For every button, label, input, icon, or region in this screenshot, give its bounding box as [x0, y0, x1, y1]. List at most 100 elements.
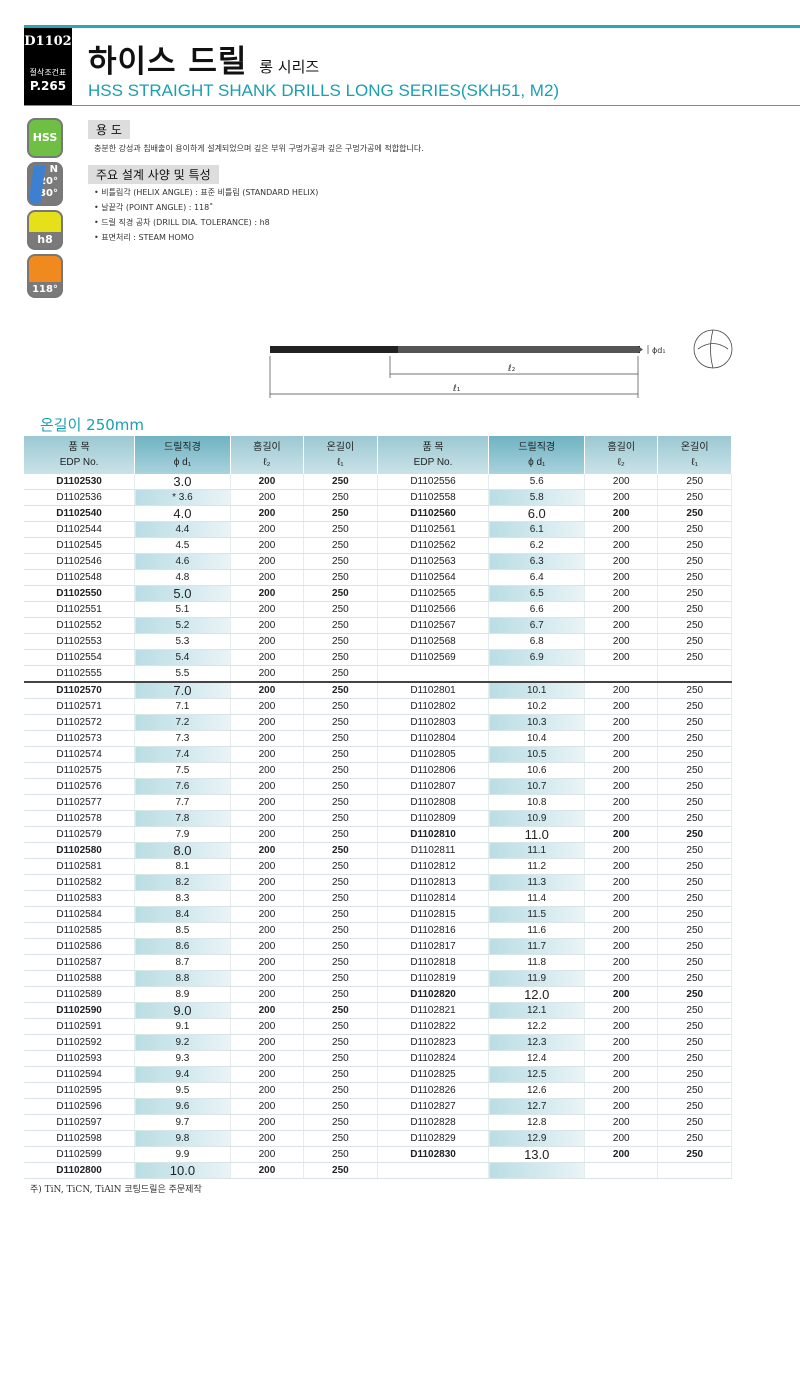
cell-edp-no: D1102819	[376, 970, 490, 987]
cell-flute-length: 200	[230, 826, 305, 843]
cell-edp-no: D1102544	[24, 521, 136, 538]
cell-drill-diameter: 4.5	[134, 537, 231, 554]
cell-overall-length: 250	[303, 489, 378, 506]
cell-flute-length: 200	[584, 1034, 659, 1051]
table-row: D1102591 9.1 200 250 D1102822 12.2 200 250	[24, 1018, 732, 1035]
cell-drill-diameter: 11.1	[488, 842, 586, 859]
cell-overall-length: 250	[303, 938, 378, 955]
table-row: D1102540 4.0 200 250 D1102560 6.0 200 250	[24, 505, 732, 522]
cell-edp-no: D1102594	[24, 1066, 136, 1083]
header-symbol: ϕ d₁	[528, 457, 546, 468]
cell-flute-length: 200	[230, 633, 305, 650]
header-drill-diameter: 드릴직경 ϕ d₁	[488, 436, 586, 474]
cell-edp-no: D1102554	[24, 649, 136, 666]
cell-flute-length: 200	[230, 986, 305, 1003]
cell-flute-length: 200	[584, 633, 659, 650]
cell-edp-no: D1102558	[376, 489, 490, 506]
cell-flute-length: 200	[230, 1050, 305, 1067]
cell-flute-length: 200	[230, 1066, 305, 1083]
cell-edp-no: D1102825	[376, 1066, 490, 1083]
table-row: D1102592 9.2 200 250 D1102823 12.3 200 250	[24, 1034, 732, 1051]
cell-edp-no: D1102579	[24, 826, 136, 843]
cell-flute-length: 200	[230, 1146, 305, 1163]
cell-flute-length: 200	[230, 1034, 305, 1051]
series-code: D1102	[24, 34, 72, 49]
cell-edp-no: D1102598	[24, 1130, 136, 1147]
cell-edp-no: D1102580	[24, 842, 136, 859]
cell-drill-diameter: 6.7	[488, 617, 586, 634]
cell-edp-no: D1102570	[24, 681, 136, 699]
table-row: D1102548 4.8 200 250 D1102564 6.4 200 250	[24, 569, 732, 586]
cell-flute-length: 200	[230, 1002, 305, 1019]
cell-edp-no: D1102593	[24, 1050, 136, 1067]
footnote: 주) TiN, TiCN, TiAlN 코팅드릴은 주문제작	[30, 1185, 202, 1195]
cell-edp-no: D1102589	[24, 986, 136, 1003]
cell-flute-length: 200	[230, 569, 305, 586]
cell-drill-diameter: 8.5	[134, 922, 231, 939]
cell-drill-diameter: 8.9	[134, 986, 231, 1003]
l1-label: ℓ₁	[452, 384, 461, 394]
cell-edp-no: D1102818	[376, 954, 490, 971]
cell-overall-length: 250	[303, 842, 378, 859]
cell-drill-diameter: 11.7	[488, 938, 586, 955]
cell-overall-length: 250	[303, 890, 378, 907]
cell-overall-length: 250	[657, 1018, 732, 1035]
table-row: D1102596 9.6 200 250 D1102827 12.7 200 250	[24, 1098, 732, 1115]
cell-overall-length: 250	[657, 826, 732, 843]
cell-drill-diameter: 7.2	[134, 714, 231, 731]
cell-drill-diameter: 12.6	[488, 1082, 586, 1099]
cell-edp-no: D1102567	[376, 617, 490, 634]
table-row: D1102544 4.4 200 250 D1102561 6.1 200 250	[24, 521, 732, 538]
cell-empty	[376, 665, 490, 683]
table-row: D1102554 5.4 200 250 D1102569 6.9 200 250	[24, 649, 732, 666]
table-row: D1102582 8.2 200 250 D1102813 11.3 200 250	[24, 874, 732, 891]
cell-overall-length: 250	[657, 874, 732, 891]
cell-overall-length: 250	[303, 1050, 378, 1067]
cell-edp-no: D1102829	[376, 1130, 490, 1147]
cell-edp-no: D1102597	[24, 1114, 136, 1131]
cell-edp-no: D1102811	[376, 842, 490, 859]
header-symbol: ℓ₁	[691, 457, 699, 468]
table-header-row: 품 목 EDP No. 드릴직경 ϕ d₁ 홈길이 ℓ₂ 온길이 ℓ₁ 품 목 EDP No. 드릴…	[24, 436, 732, 474]
cell-edp-no: D1102577	[24, 794, 136, 811]
cell-drill-diameter: 10.1	[488, 681, 586, 699]
table-row: D1102595 9.5 200 250 D1102826 12.6 200 250	[24, 1082, 732, 1099]
cell-overall-length: 250	[303, 970, 378, 987]
cell-flute-length: 200	[584, 714, 659, 731]
cell-edp-no: D1102596	[24, 1098, 136, 1115]
cell-drill-diameter: 9.0	[134, 1002, 231, 1019]
cell-empty	[584, 1162, 659, 1179]
table-row: D1102572 7.2 200 250 D1102803 10.3 200 250	[24, 714, 732, 731]
cell-overall-length: 250	[657, 1146, 732, 1163]
cell-overall-length: 250	[657, 1002, 732, 1019]
cell-drill-diameter: 10.6	[488, 762, 586, 779]
cell-drill-diameter: 7.4	[134, 746, 231, 763]
top-rule	[24, 25, 800, 28]
cell-overall-length: 250	[657, 938, 732, 955]
title-suffix: 롱 시리즈	[259, 58, 320, 76]
cell-flute-length: 200	[230, 810, 305, 827]
cell-drill-diameter: 10.3	[488, 714, 586, 731]
header-symbol: ℓ₂	[263, 457, 271, 468]
page-subtitle: HSS STRAIGHT SHANK DRILLS LONG SERIES(SK…	[88, 81, 560, 100]
feature-item: • 날끝각 (POINT ANGLE) : 118˚	[94, 203, 214, 212]
cell-edp-no: D1102564	[376, 569, 490, 586]
cell-edp-no: D1102536	[24, 489, 136, 506]
cell-overall-length: 250	[303, 633, 378, 650]
cell-drill-diameter: 7.3	[134, 730, 231, 747]
cell-flute-length: 200	[584, 1146, 659, 1163]
cell-edp-no: D1102810	[376, 826, 490, 843]
cell-drill-diameter: 8.2	[134, 874, 231, 891]
cell-flute-length: 200	[584, 858, 659, 875]
feature-item: • 비틀림각 (HELIX ANGLE) : 표준 비틀림 (STANDARD …	[94, 188, 319, 197]
cell-overall-length: 250	[657, 633, 732, 650]
cell-flute-length: 200	[584, 938, 659, 955]
table-row: D1102588 8.8 200 250 D1102819 11.9 200 250	[24, 970, 732, 987]
cell-edp-no: D1102817	[376, 938, 490, 955]
cell-edp-no: D1102581	[24, 858, 136, 875]
cell-drill-diameter: 5.6	[488, 474, 586, 490]
cell-edp-no: D1102802	[376, 698, 490, 715]
series-code-box: D1102 절삭조건표 P.265	[24, 28, 72, 106]
cell-drill-diameter: 8.6	[134, 938, 231, 955]
header-symbol: ℓ₁	[337, 457, 344, 468]
